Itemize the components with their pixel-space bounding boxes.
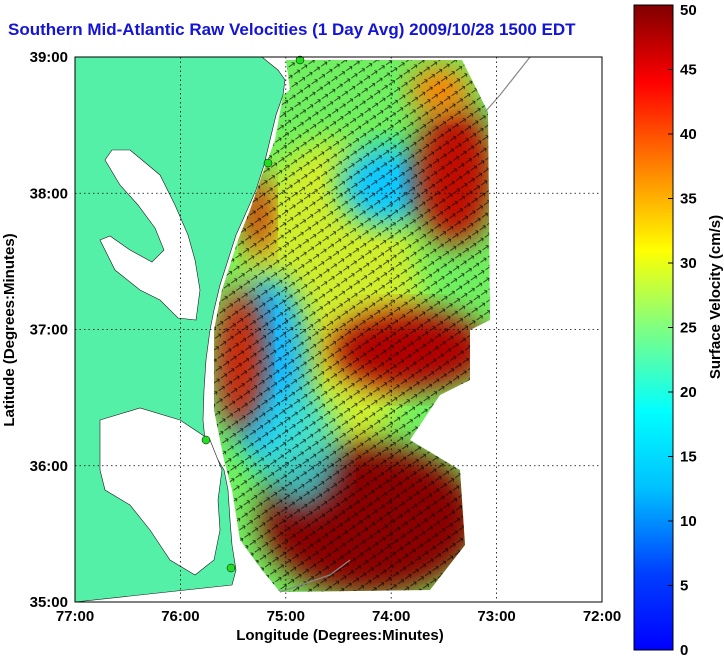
colorbar-ticks: 0 5 10 15 20 25 30 35 40 45 50 bbox=[668, 2, 697, 659]
y-tick-label: 38:00 bbox=[30, 185, 68, 202]
bay-water bbox=[99, 149, 201, 321]
colorbar-tick-label: 40 bbox=[680, 126, 697, 143]
station-marker bbox=[295, 55, 305, 65]
x-axis: 77:00 76:00 75:00 74:00 73:00 72:00 bbox=[56, 608, 621, 625]
y-axis-title: Latitude (Degrees:Minutes) bbox=[1, 233, 18, 426]
colorbar-tick-label: 50 bbox=[680, 2, 697, 19]
station-marker bbox=[263, 158, 273, 168]
y-tick-label: 35:00 bbox=[30, 594, 68, 611]
x-tick-label: 75:00 bbox=[267, 608, 305, 625]
y-axis: 35:00 36:00 37:00 38:00 39:00 bbox=[30, 49, 68, 611]
colorbar-tick-label: 30 bbox=[680, 255, 697, 272]
station-marker bbox=[226, 563, 236, 573]
sound-water bbox=[99, 407, 223, 576]
plot-frame bbox=[74, 56, 603, 603]
colorbar-tick-label: 45 bbox=[680, 62, 697, 79]
colorbar-title: Surface Velocity (cm/s) bbox=[707, 215, 724, 379]
x-tick-label: 72:00 bbox=[583, 608, 621, 625]
gridlines bbox=[75, 57, 602, 602]
x-tick-label: 74:00 bbox=[372, 608, 410, 625]
chart-title: Southern Mid-Atlantic Raw Velocities (1 … bbox=[8, 20, 576, 39]
colorbar-tick-label: 20 bbox=[680, 384, 697, 401]
x-tick-label: 73:00 bbox=[477, 608, 515, 625]
y-tick-label: 39:00 bbox=[30, 49, 68, 66]
colorbar-tick-label: 35 bbox=[680, 191, 697, 208]
station-marker bbox=[201, 435, 211, 445]
bathymetry-contour bbox=[279, 57, 531, 593]
colorbar bbox=[633, 4, 674, 651]
colorbar-tick-label: 15 bbox=[680, 449, 697, 466]
colorbar-tick-label: 10 bbox=[680, 513, 697, 530]
colorbar-tick-label: 0 bbox=[680, 642, 688, 659]
x-axis-title: Longitude (Degrees:Minutes) bbox=[236, 627, 444, 644]
y-tick-label: 36:00 bbox=[30, 458, 68, 475]
x-tick-label: 76:00 bbox=[161, 608, 199, 625]
velocity-field bbox=[214, 60, 490, 592]
colorbar-tick-label: 25 bbox=[680, 320, 697, 337]
colorbar-tick-label: 5 bbox=[680, 578, 688, 595]
y-tick-label: 37:00 bbox=[30, 322, 68, 339]
x-tick-label: 77:00 bbox=[56, 608, 94, 625]
